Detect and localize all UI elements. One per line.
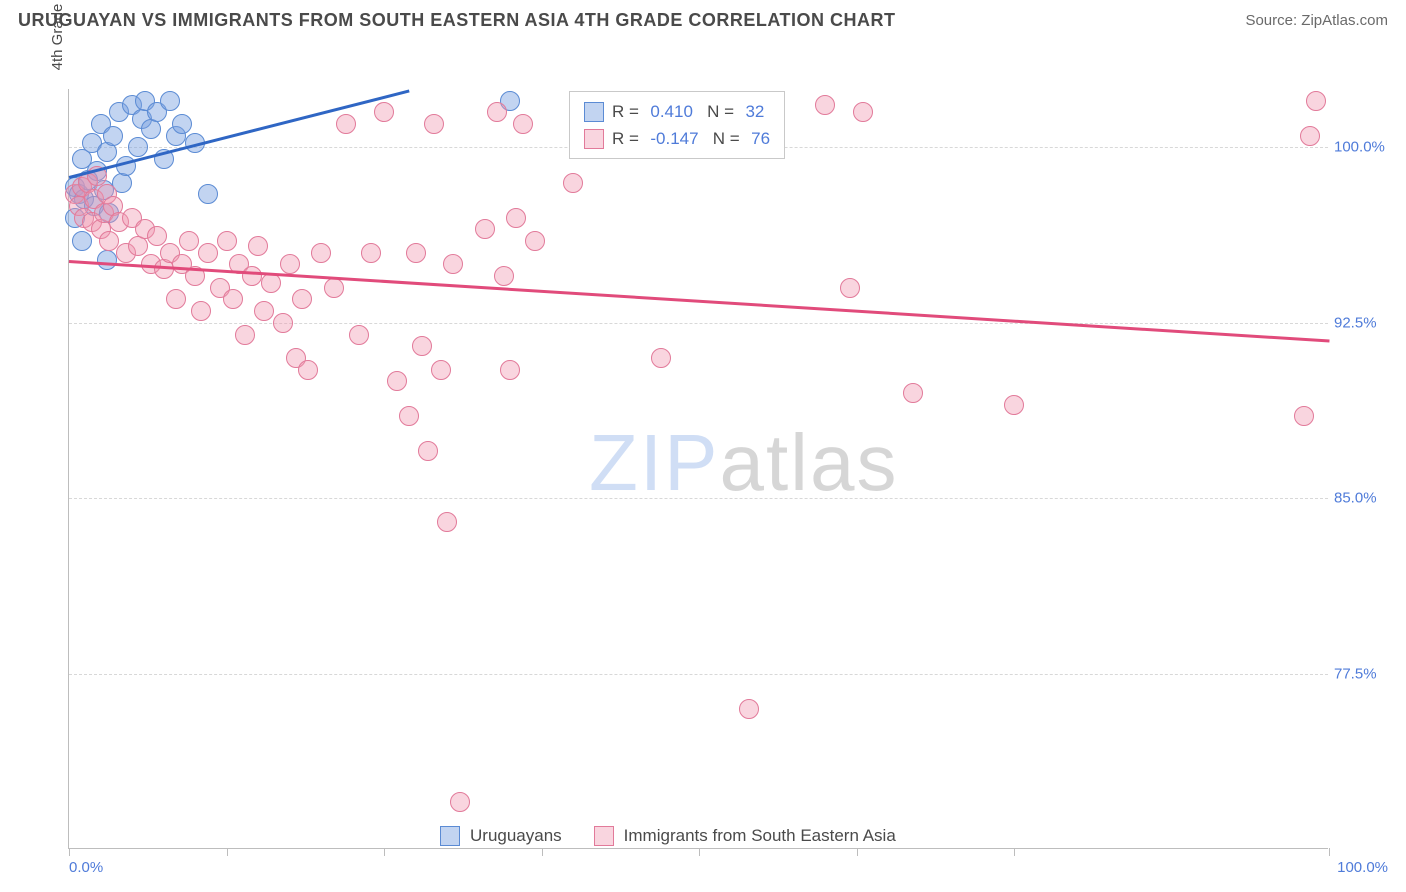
scatter-point [412, 336, 432, 356]
scatter-point [248, 236, 268, 256]
y-axis-label: 4th Grade [49, 4, 66, 71]
scatter-point [72, 231, 92, 251]
scatter-point [97, 250, 117, 270]
scatter-point [198, 184, 218, 204]
scatter-point [280, 254, 300, 274]
legend-swatch [584, 129, 604, 149]
scatter-point [349, 325, 369, 345]
scatter-point [179, 231, 199, 251]
legend-row: R = 0.410 N = 32 [584, 98, 770, 125]
scatter-point [1300, 126, 1320, 146]
scatter-point [506, 208, 526, 228]
scatter-point [198, 243, 218, 263]
x-tick [69, 848, 70, 856]
scatter-point [563, 173, 583, 193]
scatter-point [242, 266, 262, 286]
legend-text: R = 0.410 N = 32 [612, 98, 764, 125]
scatter-point [387, 371, 407, 391]
scatter-point [525, 231, 545, 251]
scatter-point [739, 699, 759, 719]
source-attribution: Source: ZipAtlas.com [1245, 12, 1388, 29]
legend-label: Immigrants from South Eastern Asia [624, 826, 896, 846]
x-tick [227, 848, 228, 856]
legend-row: R = -0.147 N = 76 [584, 125, 770, 152]
scatter-point [311, 243, 331, 263]
correlation-legend: R = 0.410 N = 32R = -0.147 N = 76 [569, 91, 785, 159]
legend-text: R = -0.147 N = 76 [612, 125, 770, 152]
scatter-point [431, 360, 451, 380]
y-tick-label: 92.5% [1334, 314, 1398, 331]
scatter-point [361, 243, 381, 263]
y-tick-label: 85.0% [1334, 490, 1398, 507]
x-tick [542, 848, 543, 856]
x-tick [384, 848, 385, 856]
series-legend: Uruguayans Immigrants from South Eastern … [440, 826, 918, 846]
scatter-point [223, 289, 243, 309]
scatter-point [513, 114, 533, 134]
scatter-point [235, 325, 255, 345]
scatter-point [840, 278, 860, 298]
x-tick [857, 848, 858, 856]
grid-line [69, 498, 1328, 499]
scatter-point [191, 301, 211, 321]
scatter-point [651, 348, 671, 368]
x-tick [699, 848, 700, 856]
scatter-point [166, 289, 186, 309]
legend-swatch [594, 826, 614, 846]
scatter-point [103, 126, 123, 146]
scatter-point [254, 301, 274, 321]
chart-header: URUGUAYAN VS IMMIGRANTS FROM SOUTH EASTE… [0, 0, 1406, 37]
trend-line [69, 260, 1329, 342]
grid-line [69, 323, 1328, 324]
x-max-label: 100.0% [1337, 859, 1388, 876]
watermark: ZIPatlas [589, 417, 898, 509]
grid-line [69, 674, 1328, 675]
x-min-label: 0.0% [69, 859, 103, 876]
scatter-point [324, 278, 344, 298]
legend-swatch [584, 102, 604, 122]
scatter-point [500, 360, 520, 380]
y-tick-label: 77.5% [1334, 665, 1398, 682]
scatter-point [815, 95, 835, 115]
x-tick [1014, 848, 1015, 856]
scatter-point [261, 273, 281, 293]
scatter-point [172, 114, 192, 134]
scatter-point [160, 91, 180, 111]
chart-title: URUGUAYAN VS IMMIGRANTS FROM SOUTH EASTE… [18, 10, 896, 31]
scatter-point [128, 137, 148, 157]
scatter-point [1306, 91, 1326, 111]
scatter-point [437, 512, 457, 532]
legend-label: Uruguayans [470, 826, 562, 846]
scatter-point [406, 243, 426, 263]
scatter-point [424, 114, 444, 134]
plot-area: 77.5%85.0%92.5%100.0%0.0%100.0%ZIPatlasR… [68, 89, 1328, 849]
scatter-point [418, 441, 438, 461]
scatter-point [399, 406, 419, 426]
scatter-point [494, 266, 514, 286]
scatter-point [217, 231, 237, 251]
scatter-point [450, 792, 470, 812]
scatter-point [1004, 395, 1024, 415]
scatter-point [853, 102, 873, 122]
scatter-point [903, 383, 923, 403]
x-tick [1329, 848, 1330, 856]
scatter-point [443, 254, 463, 274]
legend-swatch [440, 826, 460, 846]
scatter-point [1294, 406, 1314, 426]
scatter-point [292, 289, 312, 309]
scatter-point [374, 102, 394, 122]
scatter-point [475, 219, 495, 239]
scatter-point [487, 102, 507, 122]
scatter-point [273, 313, 293, 333]
scatter-point [336, 114, 356, 134]
y-tick-label: 100.0% [1334, 139, 1398, 156]
scatter-point [298, 360, 318, 380]
